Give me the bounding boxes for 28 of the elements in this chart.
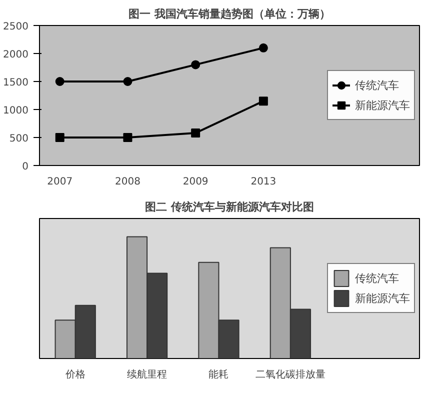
point: [123, 133, 132, 142]
y-tick-label: 1000: [3, 106, 29, 116]
y-tick-label: 2000: [3, 50, 29, 60]
x-tick-label: 能耗: [208, 368, 229, 380]
legend-label: 新能源汽车: [355, 290, 410, 306]
legend-label: 传统汽车: [355, 270, 399, 286]
y-tick-label: 1500: [3, 78, 29, 88]
chart-title: 图二 传统汽车与新能源汽车对比图: [145, 200, 314, 214]
x-tick-label: 2008: [114, 176, 140, 188]
y-tick-label: 2500: [3, 22, 29, 32]
point: [258, 96, 268, 106]
x-tick-label: 价格: [64, 368, 86, 380]
y-tick-label: 0: [22, 162, 29, 172]
point: [123, 77, 132, 86]
x-tick-label: 续航里程: [127, 368, 168, 380]
chart-title: 图一 我国汽车销量趋势图（单位：万辆）: [128, 8, 330, 20]
legend-label: 传统汽车: [355, 78, 399, 92]
y-tick-label: 500: [9, 134, 29, 144]
point: [55, 77, 64, 86]
x-tick-label: 二氧化碳排放量: [255, 368, 326, 380]
point: [55, 133, 64, 142]
x-tick-label: 2013: [250, 176, 276, 188]
legend-label: 新能源汽车: [355, 98, 410, 112]
x-tick-label: 2009: [182, 176, 208, 188]
point: [191, 128, 200, 138]
point: [191, 60, 200, 70]
x-tick-label: 2007: [47, 176, 73, 188]
point: [258, 43, 268, 52]
